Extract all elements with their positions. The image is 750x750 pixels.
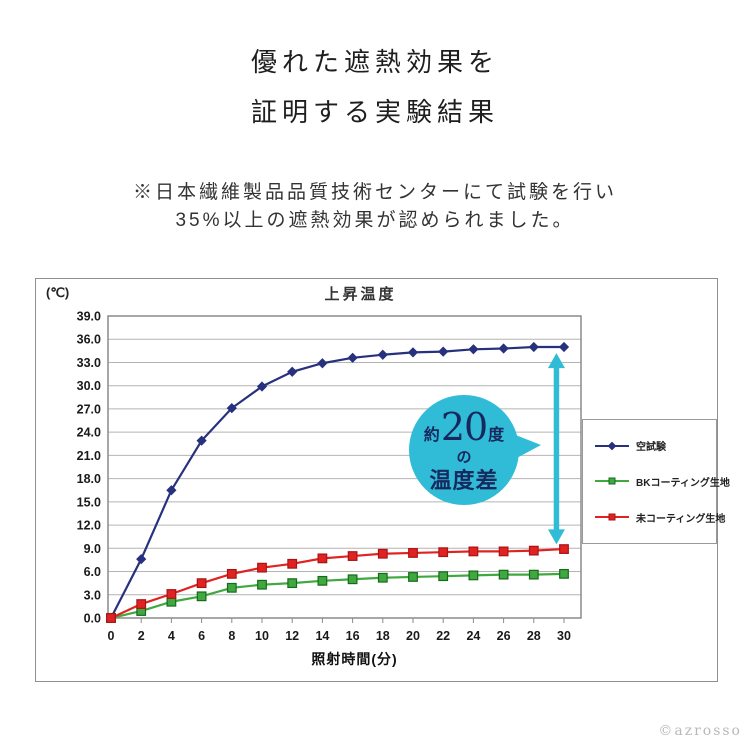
series-line-2 xyxy=(110,547,565,619)
svg-text:24.0: 24.0 xyxy=(77,426,101,440)
legend-label: BKコーティング生地 xyxy=(636,477,730,489)
svg-text:0.0: 0.0 xyxy=(84,612,101,626)
svg-text:22: 22 xyxy=(436,629,450,643)
svg-text:9.0: 9.0 xyxy=(84,542,101,556)
svg-text:4: 4 xyxy=(168,629,175,643)
temp-diff-particle: の xyxy=(456,449,472,466)
series-line-1 xyxy=(110,572,565,620)
svg-text:36.0: 36.0 xyxy=(77,333,101,347)
legend-line-swatch xyxy=(595,441,629,451)
chart-title: 上昇温度 xyxy=(324,286,397,303)
svg-text:33.0: 33.0 xyxy=(77,356,101,370)
temp-diff-prefix: 約 xyxy=(423,427,440,444)
temp-diff-value-line: 約 20 度 xyxy=(424,408,504,446)
svg-text:20: 20 xyxy=(406,629,420,643)
svg-text:6.0: 6.0 xyxy=(84,565,101,579)
svg-text:12: 12 xyxy=(285,629,299,643)
svg-text:6: 6 xyxy=(198,629,205,643)
temp-diff-label: 温度差 xyxy=(429,468,499,493)
series-line-0 xyxy=(110,345,564,619)
legend-label: 未コーティング生地 xyxy=(636,513,726,525)
legend-line-swatch xyxy=(595,513,629,521)
svg-text:39.0: 39.0 xyxy=(77,310,101,324)
temp-diff-annotation: 約 20 度 の 温度差 xyxy=(409,395,541,505)
page-title-line2: 証明する実験結果 xyxy=(250,98,499,128)
svg-text:18.0: 18.0 xyxy=(77,472,101,486)
chart-legend: 空試験 BKコーティング生地 未コーティング生地 xyxy=(582,419,730,544)
y-axis-unit-label: (℃) xyxy=(46,285,70,300)
legend-item-uncoated: 未コーティング生地 xyxy=(595,510,725,525)
svg-text:12.0: 12.0 xyxy=(77,519,101,533)
svg-text:26: 26 xyxy=(497,629,511,643)
temp-diff-number: 20 xyxy=(440,405,488,449)
svg-text:24: 24 xyxy=(466,629,480,643)
test-note-line1: ※日本繊維製品品質技術センターにて試験を行い xyxy=(132,182,617,203)
svg-text:2: 2 xyxy=(138,629,145,643)
legend-line-swatch xyxy=(595,477,629,485)
page-title: 優れた遮熱効果を 証明する実験結果 xyxy=(0,38,750,138)
page-title-line1: 優れた遮熱効果を xyxy=(250,48,499,78)
temperature-chart-panel: (℃) 上昇温度 0.0 3.0 6.0 9.0 12.0 15.0 18.0 21.0 24.… xyxy=(35,278,730,682)
temp-diff-degree: 度 xyxy=(488,427,505,444)
svg-text:28: 28 xyxy=(527,629,541,643)
svg-text:14: 14 xyxy=(315,629,329,643)
svg-text:16: 16 xyxy=(346,629,360,643)
svg-text:8: 8 xyxy=(228,629,235,643)
svg-text:30: 30 xyxy=(557,629,571,643)
svg-text:照射時間(分): 照射時間(分) xyxy=(311,651,397,667)
legend-item-bk-coated: BKコーティング生地 xyxy=(595,474,730,489)
svg-text:3.0: 3.0 xyxy=(84,588,101,602)
svg-text:0: 0 xyxy=(108,629,115,643)
square-marker-icon xyxy=(608,513,616,521)
test-note: ※日本繊維製品品質技術センターにて試験を行い 35%以上の遮熱効果が認められまし… xyxy=(0,179,750,235)
diamond-marker-icon xyxy=(607,441,617,451)
svg-text:10: 10 xyxy=(255,629,269,643)
test-note-line2: 35%以上の遮熱効果が認められました。 xyxy=(175,210,575,231)
svg-text:27.0: 27.0 xyxy=(77,402,101,416)
legend-label: 空試験 xyxy=(636,442,666,454)
bubble-tail-pointer xyxy=(513,434,541,460)
square-marker-icon xyxy=(608,477,616,485)
svg-text:15.0: 15.0 xyxy=(77,495,101,509)
temp-diff-bubble: 約 20 度 の 温度差 xyxy=(409,395,519,505)
legend-item-blank-test: 空試験 xyxy=(595,438,712,453)
copyright-credit: ©azrosso xyxy=(658,723,742,739)
svg-text:30.0: 30.0 xyxy=(77,379,101,393)
svg-text:21.0: 21.0 xyxy=(77,449,101,463)
svg-text:18: 18 xyxy=(376,629,390,643)
